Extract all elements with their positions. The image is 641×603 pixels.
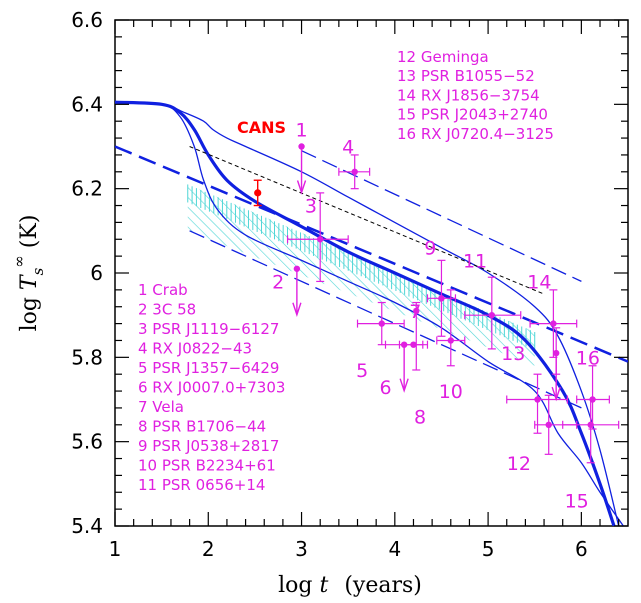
legend-left-item: 7 Vela: [138, 398, 184, 416]
point-label-4: 4: [342, 137, 354, 159]
point-label-8: 8: [414, 406, 426, 428]
point-label-14: 14: [527, 271, 551, 293]
point-label-16: 16: [576, 347, 600, 369]
point-label-6: 6: [379, 377, 391, 399]
legend-left-item: 9 PSR J0538+2817: [138, 437, 279, 455]
data-point-4: [338, 154, 371, 190]
legend-left-item: 5 PSR J1357−6429: [138, 359, 279, 377]
legend-right-item: 14 RX J1856−3754: [397, 86, 540, 104]
point-marker: [410, 341, 417, 348]
legend-left: 1 Crab 2 3C 583 PSR J1119−6127 4 RX J0822−…: [138, 281, 285, 494]
y-tick-label: 6.6: [71, 8, 103, 32]
x-tick-label: 6: [575, 537, 588, 561]
point-label-5: 5: [356, 360, 368, 382]
cooling-curve-3: [115, 145, 628, 363]
point-marker: [552, 349, 560, 357]
data-point-8: [412, 301, 421, 371]
legend-right-item: 13 PSR B1055−52: [397, 67, 535, 85]
y-tick-label: 5.8: [71, 345, 103, 369]
data-point-9: [426, 259, 457, 337]
point-marker: [488, 311, 496, 319]
cooling-curve-0: [115, 100, 616, 526]
data-point-7: [398, 340, 429, 349]
x-tick-label: 4: [388, 537, 401, 561]
point-marker: [378, 320, 385, 327]
legend-left-item: 6 RX J0007.0+7303: [138, 379, 285, 397]
data-point-16: [576, 365, 610, 430]
point-label-10: 10: [439, 381, 463, 403]
legend-left-item: 4 RX J0822−43: [138, 340, 252, 358]
point-marker: [351, 168, 358, 175]
data-point-11: [464, 276, 522, 350]
point-marker: [550, 320, 557, 327]
ticks-layer: 1 2 3 4 5 65.45.65.866.26.46.6: [71, 8, 628, 561]
data-point-10: [436, 289, 466, 367]
x-axis-label: log t (years): [278, 573, 422, 598]
y-tick-label: 6.2: [71, 177, 103, 201]
point-marker: [298, 143, 305, 150]
legend-left-item: 3 PSR J1119−6127: [138, 320, 279, 338]
point-label-7: 7: [409, 301, 421, 323]
y-tick-label: 5.4: [71, 514, 103, 538]
cooling-curve-4: [189, 230, 582, 409]
x-tick-label: 5: [482, 537, 495, 561]
point-label-9: 9: [424, 238, 436, 260]
point-marker: [545, 421, 552, 428]
curve-layer: [115, 100, 628, 526]
data-point-12: [506, 373, 568, 434]
point-marker: [447, 337, 454, 344]
data-point-extra: [534, 394, 578, 455]
point-marker: [438, 295, 445, 302]
legend-left-item: 8 PSR B1706−44: [138, 418, 266, 436]
data-point-3: [286, 192, 349, 283]
point-marker: [589, 396, 596, 403]
cooling-curve-1: [115, 101, 624, 526]
legend-right-item: 16 RX J0720.4−3125: [397, 125, 554, 143]
points-layer: [253, 143, 620, 464]
cooling-curve-2: [115, 101, 620, 526]
cans-label: CANS: [237, 118, 286, 137]
y-axis-label: log Ts∞ (K): [10, 215, 47, 332]
y-tick-label: 5.6: [71, 430, 103, 454]
legend-left-item: 11 PSR 0656+14: [138, 476, 265, 494]
data-point-5: [356, 301, 405, 346]
data-point-1: [296, 143, 307, 195]
legend-right-item: 12 Geminga: [397, 48, 489, 66]
point-label-13: 13: [501, 343, 525, 365]
y-tick-label: 6: [90, 261, 103, 285]
x-tick-label: 2: [202, 537, 215, 561]
x-tick-label: 1: [109, 537, 122, 561]
data-point-14: [529, 289, 578, 358]
upper-limit-arrow: [399, 378, 409, 393]
point-label-12: 12: [507, 453, 531, 475]
point-marker: [413, 307, 420, 315]
cooling-curve-6: [189, 146, 545, 295]
upper-limit-arrow: [296, 180, 307, 195]
cans-point: [253, 179, 262, 207]
legend-left-item: 10 PSR B2234+61: [138, 457, 276, 475]
point-marker: [293, 265, 301, 272]
x-tick-label: 3: [295, 537, 308, 561]
legend-left-item: 2 3C 58: [138, 301, 196, 319]
data-point-2: [292, 265, 302, 317]
cooling-curve-5: [301, 150, 582, 282]
point-label-15: 15: [565, 491, 589, 513]
point-label-11: 11: [463, 250, 487, 272]
point-marker: [317, 236, 324, 243]
point-marker: [534, 396, 541, 403]
legend-right-item: 15 PSR J2043+2740: [397, 106, 548, 124]
upper-limit-arrow: [292, 302, 302, 317]
upper-limit-arrow: [551, 386, 561, 402]
y-tick-label: 6.4: [71, 92, 103, 116]
legend-left-item: 1 Crab: [138, 281, 188, 299]
point-label-3: 3: [305, 196, 317, 218]
point-label-2: 2: [272, 271, 284, 293]
cans-marker: [254, 189, 262, 197]
point-label-1: 1: [295, 120, 307, 142]
